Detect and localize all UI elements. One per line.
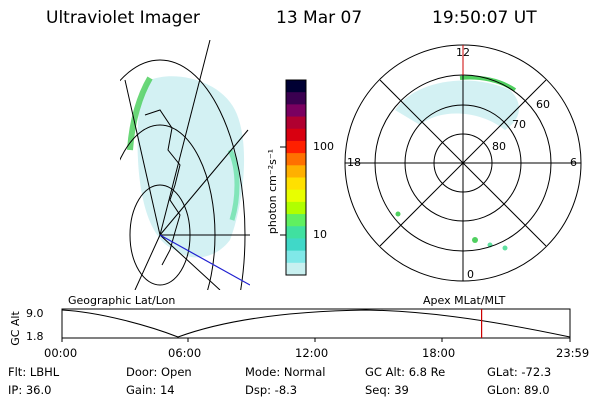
terminator-line bbox=[159, 234, 250, 286]
info-flt: Flt: LBHL bbox=[8, 365, 60, 379]
colorbar-band bbox=[286, 189, 306, 203]
colorbar-band bbox=[286, 116, 306, 130]
xtick-0000: 00:00 bbox=[44, 346, 78, 360]
mlt-label-0: 0 bbox=[467, 268, 474, 281]
instrument-title: Ultraviolet Imager bbox=[46, 8, 200, 28]
colorbar-band bbox=[286, 104, 306, 118]
aurora-image-geo bbox=[137, 76, 245, 258]
mlt-label-18: 18 bbox=[347, 156, 361, 169]
colorbar-tick-100: 100 bbox=[313, 140, 334, 153]
info-mode: Mode: Normal bbox=[245, 365, 326, 379]
xtick-0600: 06:00 bbox=[168, 346, 202, 360]
info-ip: IP: 36.0 bbox=[8, 383, 52, 397]
timeline-left-title: Geographic Lat/Lon bbox=[68, 294, 176, 307]
colorbar-band bbox=[286, 177, 306, 191]
info-gain: Gain: 14 bbox=[126, 383, 175, 397]
xtick-1800: 18:00 bbox=[422, 346, 456, 360]
colorbar-tick-10: 10 bbox=[313, 228, 327, 241]
colorbar-band bbox=[286, 250, 306, 264]
info-seq: Seq: 39 bbox=[365, 383, 409, 397]
colorbar-band bbox=[286, 153, 306, 166]
date-label: 13 Mar 07 bbox=[276, 8, 363, 28]
info-gcalt: GC Alt: 6.8 Re bbox=[365, 365, 446, 379]
xtick-2359: 23:59 bbox=[556, 346, 590, 360]
colorbar-band bbox=[286, 128, 306, 142]
info-door: Door: Open bbox=[126, 365, 192, 379]
colorbar-band bbox=[286, 80, 306, 93]
info-dsp: Dsp: -8.3 bbox=[245, 383, 298, 397]
colorbar-band bbox=[286, 165, 306, 178]
lat-label-60: 60 bbox=[536, 98, 550, 111]
colorbar-band bbox=[286, 140, 306, 154]
colorbar-band bbox=[286, 201, 306, 215]
timeline-ytick-top: 9.0 bbox=[26, 307, 44, 320]
info-glat: GLat: -72.3 bbox=[487, 365, 552, 379]
info-glon: GLon: 89.0 bbox=[487, 383, 550, 397]
colorbar-band bbox=[286, 92, 306, 105]
colorbar-band bbox=[286, 262, 306, 276]
timeline-right-title: Apex MLat/MLT bbox=[423, 294, 506, 307]
lat-label-80: 80 bbox=[492, 140, 506, 153]
mlt-label-6: 6 bbox=[570, 156, 577, 169]
lat-label-70: 70 bbox=[512, 118, 526, 131]
xtick-1200: 12:00 bbox=[295, 346, 329, 360]
timeline-ytick-bottom: 1.8 bbox=[26, 330, 44, 343]
mlt-label-12: 12 bbox=[456, 46, 470, 59]
colorbar-band bbox=[286, 226, 306, 239]
colorbar-band bbox=[286, 238, 306, 252]
time-label: 19:50:07 UT bbox=[432, 8, 537, 28]
colorbar-band bbox=[286, 214, 306, 227]
altitude-curve bbox=[61, 309, 571, 338]
